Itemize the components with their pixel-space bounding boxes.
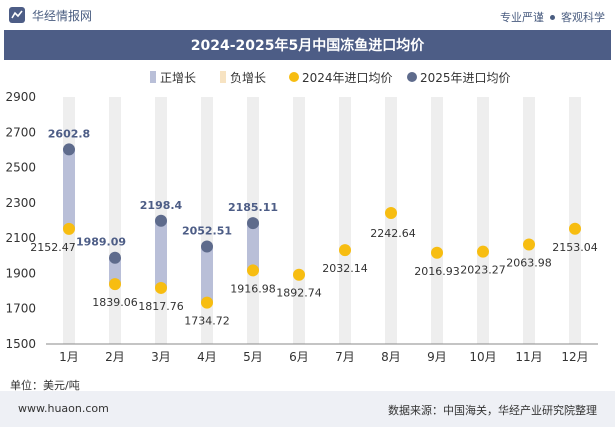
title-bar: 2024-2025年5月中国冻鱼进口均价 <box>4 30 611 60</box>
data-label-2025: 2198.4 <box>140 199 183 212</box>
y-tick-label: 2700 <box>5 125 36 139</box>
point-2024 <box>477 245 489 258</box>
footer: www.huaon.com 数据来源：中国海关，华经产业研究院整理 <box>0 391 615 427</box>
chart-title: 2024-2025年5月中国冻鱼进口均价 <box>190 38 425 54</box>
x-tick-label: 11月 <box>515 350 542 364</box>
point-2024 <box>155 281 167 294</box>
brand-logo-icon <box>9 7 25 23</box>
legend-positive-swatch <box>150 71 156 83</box>
legend-2024-label: 2024年进口均价 <box>302 71 393 85</box>
chart-plot: 1500 1700 1900 2100 2300 2500 2700 2900 1月 2月 3月 4月… <box>5 71 598 364</box>
footer-url: www.huaon.com <box>18 402 109 415</box>
legend-negative-swatch <box>220 71 226 83</box>
point-2025 <box>63 143 75 156</box>
positive-change-bar <box>63 149 75 229</box>
point-2024 <box>63 222 75 235</box>
brand: 华经情报网 <box>8 6 92 24</box>
legend-2025-marker <box>407 72 417 82</box>
data-label-2024: 2032.14 <box>322 262 368 275</box>
data-label-2024: 2016.93 <box>414 265 460 278</box>
x-tick-label: 5月 <box>243 350 263 364</box>
tagline-right: 客观科学 <box>561 11 605 24</box>
x-tick-label: 12月 <box>561 350 588 364</box>
column-background <box>569 97 581 344</box>
point-2025 <box>109 251 121 264</box>
positive-change-bar <box>201 246 213 303</box>
data-label-2024: 1817.76 <box>138 300 184 313</box>
data-label-2024: 2063.98 <box>506 256 552 269</box>
data-label-2024: 2152.47 <box>30 241 76 254</box>
point-2024 <box>431 246 443 259</box>
tagline: 专业严谨 客观科学 <box>500 9 605 25</box>
data-label-2024: 1892.74 <box>276 287 322 300</box>
column-background <box>477 97 489 344</box>
data-label-2024: 1916.98 <box>230 282 276 295</box>
y-tick-label: 1700 <box>5 302 36 316</box>
data-label-2024: 1734.72 <box>184 315 230 328</box>
x-tick-label: 4月 <box>197 350 217 364</box>
data-label-2024: 2153.04 <box>552 241 598 254</box>
point-2024 <box>385 206 397 219</box>
footer-source: 数据来源：中国海关，华经产业研究院整理 <box>388 404 597 417</box>
legend-2024-marker <box>289 72 299 82</box>
data-label-2024: 2242.64 <box>370 227 416 240</box>
point-2024 <box>339 244 351 257</box>
column-background <box>523 97 535 344</box>
point-2024 <box>247 264 259 277</box>
data-label-2025: 2602.8 <box>48 127 90 140</box>
x-tick-label: 3月 <box>151 350 171 364</box>
positive-change-bar <box>155 220 167 288</box>
positive-change-bar <box>247 223 259 271</box>
x-tick-label: 6月 <box>289 350 309 364</box>
y-tick-label: 2100 <box>5 231 36 245</box>
data-label-2025: 1989.09 <box>76 236 126 249</box>
point-2024 <box>523 238 535 251</box>
column-background <box>339 97 351 344</box>
positive-change-bar <box>109 257 121 285</box>
point-2024 <box>201 296 213 309</box>
brand-name: 华经情报网 <box>32 8 93 23</box>
legend-positive-label: 正增长 <box>160 71 196 85</box>
unit-label: 单位：美元/吨 <box>10 379 80 392</box>
y-tick-label: 2300 <box>5 196 36 210</box>
point-2024 <box>293 268 305 281</box>
y-tick-label: 1900 <box>5 266 36 280</box>
data-label-2025: 2185.11 <box>228 201 278 214</box>
tagline-dot-icon <box>550 14 555 20</box>
x-tick-label: 7月 <box>335 350 355 364</box>
y-tick-label: 1500 <box>5 337 36 351</box>
data-label-2024: 1839.06 <box>92 296 138 309</box>
top-bar: 华经情报网 专业严谨 客观科学 <box>0 0 615 30</box>
tagline-left: 专业严谨 <box>500 11 544 24</box>
y-tick-label: 2500 <box>5 161 36 175</box>
point-2025 <box>155 214 167 227</box>
x-tick-label: 1月 <box>59 350 79 364</box>
column-background <box>293 97 305 344</box>
point-2025 <box>247 217 259 230</box>
point-2024 <box>569 222 581 235</box>
point-2025 <box>201 240 213 253</box>
legend-negative-label: 负增长 <box>230 71 266 85</box>
x-tick-label: 2月 <box>105 350 125 364</box>
column-background <box>431 97 443 344</box>
x-tick-label: 10月 <box>469 350 496 364</box>
column-background <box>385 97 397 344</box>
data-label-2024: 2023.27 <box>460 264 506 277</box>
y-tick-label: 2900 <box>5 90 36 104</box>
x-tick-label: 9月 <box>427 350 447 364</box>
point-2024 <box>109 278 121 291</box>
x-tick-label: 8月 <box>381 350 401 364</box>
data-label-2025: 2052.51 <box>182 225 232 238</box>
legend-2025-label: 2025年进口均价 <box>420 71 511 85</box>
